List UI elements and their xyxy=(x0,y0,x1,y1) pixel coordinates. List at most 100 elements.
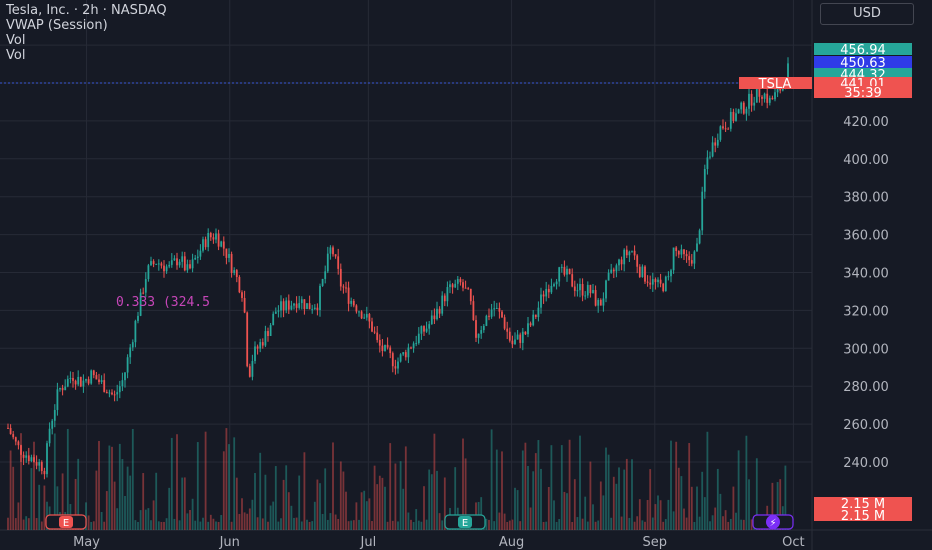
candle-body[interactable] xyxy=(501,311,503,318)
candle-body[interactable] xyxy=(82,380,85,387)
candle-body[interactable] xyxy=(381,345,384,351)
candle-body[interactable] xyxy=(389,347,392,354)
candle-body[interactable] xyxy=(654,279,657,283)
candle-body[interactable] xyxy=(623,249,626,265)
candle-body[interactable] xyxy=(384,344,386,351)
candle-body[interactable] xyxy=(540,294,542,308)
candle-body[interactable] xyxy=(12,434,15,438)
candle-body[interactable] xyxy=(677,250,680,255)
candle-body[interactable] xyxy=(477,333,480,338)
currency-button[interactable]: USD xyxy=(820,3,914,25)
candle-body[interactable] xyxy=(90,370,93,384)
candle-body[interactable] xyxy=(701,191,704,231)
candle-body[interactable] xyxy=(196,256,199,258)
candle-body[interactable] xyxy=(204,239,207,248)
candle-body[interactable] xyxy=(680,249,683,255)
candle-body[interactable] xyxy=(454,283,457,288)
candle-body[interactable] xyxy=(207,232,210,248)
candle-body[interactable] xyxy=(246,312,249,367)
candle-body[interactable] xyxy=(560,266,563,268)
candle-body[interactable] xyxy=(758,86,761,97)
candle-body[interactable] xyxy=(194,257,197,260)
candle-body[interactable] xyxy=(729,111,732,129)
candle-body[interactable] xyxy=(631,250,633,252)
candle-body[interactable] xyxy=(352,300,355,306)
candle-body[interactable] xyxy=(160,263,163,266)
candle-body[interactable] xyxy=(176,258,178,266)
candle-body[interactable] xyxy=(66,378,69,387)
candle-body[interactable] xyxy=(386,344,389,348)
candle-body[interactable] xyxy=(72,377,74,381)
candle-body[interactable] xyxy=(599,299,602,306)
candle-body[interactable] xyxy=(7,427,9,429)
candle-body[interactable] xyxy=(735,113,737,121)
candle-body[interactable] xyxy=(503,317,506,329)
candle-body[interactable] xyxy=(30,457,33,462)
candle-body[interactable] xyxy=(98,379,100,382)
candle-body[interactable] xyxy=(742,102,745,114)
candle-body[interactable] xyxy=(69,377,72,379)
candle-body[interactable] xyxy=(150,261,152,266)
candle-body[interactable] xyxy=(313,307,316,310)
candle-body[interactable] xyxy=(347,287,350,304)
candle-body[interactable] xyxy=(436,308,438,320)
candle-body[interactable] xyxy=(220,241,223,247)
candle-body[interactable] xyxy=(131,342,134,348)
candle-body[interactable] xyxy=(579,283,581,291)
candle-body[interactable] xyxy=(511,340,514,345)
candle-body[interactable] xyxy=(51,420,54,429)
candle-body[interactable] xyxy=(209,232,212,238)
candle-body[interactable] xyxy=(774,92,776,100)
candle-body[interactable] xyxy=(61,387,64,391)
candle-body[interactable] xyxy=(9,428,12,435)
candle-body[interactable] xyxy=(189,264,191,269)
candle-body[interactable] xyxy=(644,266,646,282)
candle-body[interactable] xyxy=(35,462,38,466)
candle-body[interactable] xyxy=(438,308,441,314)
event-marker[interactable]: E xyxy=(444,514,486,530)
candle-body[interactable] xyxy=(170,260,173,265)
candle-body[interactable] xyxy=(628,251,631,256)
candle-body[interactable] xyxy=(251,360,254,377)
candle-body[interactable] xyxy=(706,157,709,169)
candle-body[interactable] xyxy=(664,276,667,291)
candle-body[interactable] xyxy=(376,332,379,340)
candle-body[interactable] xyxy=(605,280,607,299)
candle-body[interactable] xyxy=(378,339,381,346)
candle-body[interactable] xyxy=(576,290,579,292)
candle-body[interactable] xyxy=(519,334,522,343)
candle-body[interactable] xyxy=(417,333,420,344)
candle-body[interactable] xyxy=(256,346,259,349)
candle-body[interactable] xyxy=(217,233,220,247)
candle-body[interactable] xyxy=(485,315,488,326)
candle-body[interactable] xyxy=(202,239,204,251)
candle-body[interactable] xyxy=(612,269,615,272)
candle-body[interactable] xyxy=(649,282,652,285)
candle-body[interactable] xyxy=(215,233,217,240)
candle-body[interactable] xyxy=(610,269,613,273)
candle-body[interactable] xyxy=(573,286,576,291)
candle-body[interactable] xyxy=(698,230,701,244)
candle-body[interactable] xyxy=(709,156,711,158)
candle-body[interactable] xyxy=(79,376,82,387)
candle-body[interactable] xyxy=(584,295,587,297)
candle-body[interactable] xyxy=(46,443,48,475)
candle-body[interactable] xyxy=(480,330,483,334)
candle-body[interactable] xyxy=(404,352,407,358)
candle-body[interactable] xyxy=(222,241,225,249)
candle-body[interactable] xyxy=(142,292,145,294)
candle-body[interactable] xyxy=(620,259,623,265)
candle-body[interactable] xyxy=(295,303,298,308)
candlesticks[interactable] xyxy=(7,57,789,480)
candle-body[interactable] xyxy=(64,386,67,391)
candle-body[interactable] xyxy=(365,314,368,318)
candle-body[interactable] xyxy=(727,128,730,130)
candle-body[interactable] xyxy=(469,288,472,302)
candle-body[interactable] xyxy=(17,441,20,446)
candle-body[interactable] xyxy=(373,331,376,333)
candle-body[interactable] xyxy=(646,281,649,283)
candle-body[interactable] xyxy=(776,86,779,93)
candle-body[interactable] xyxy=(722,126,724,129)
candle-body[interactable] xyxy=(703,168,706,192)
candle-body[interactable] xyxy=(597,299,600,306)
